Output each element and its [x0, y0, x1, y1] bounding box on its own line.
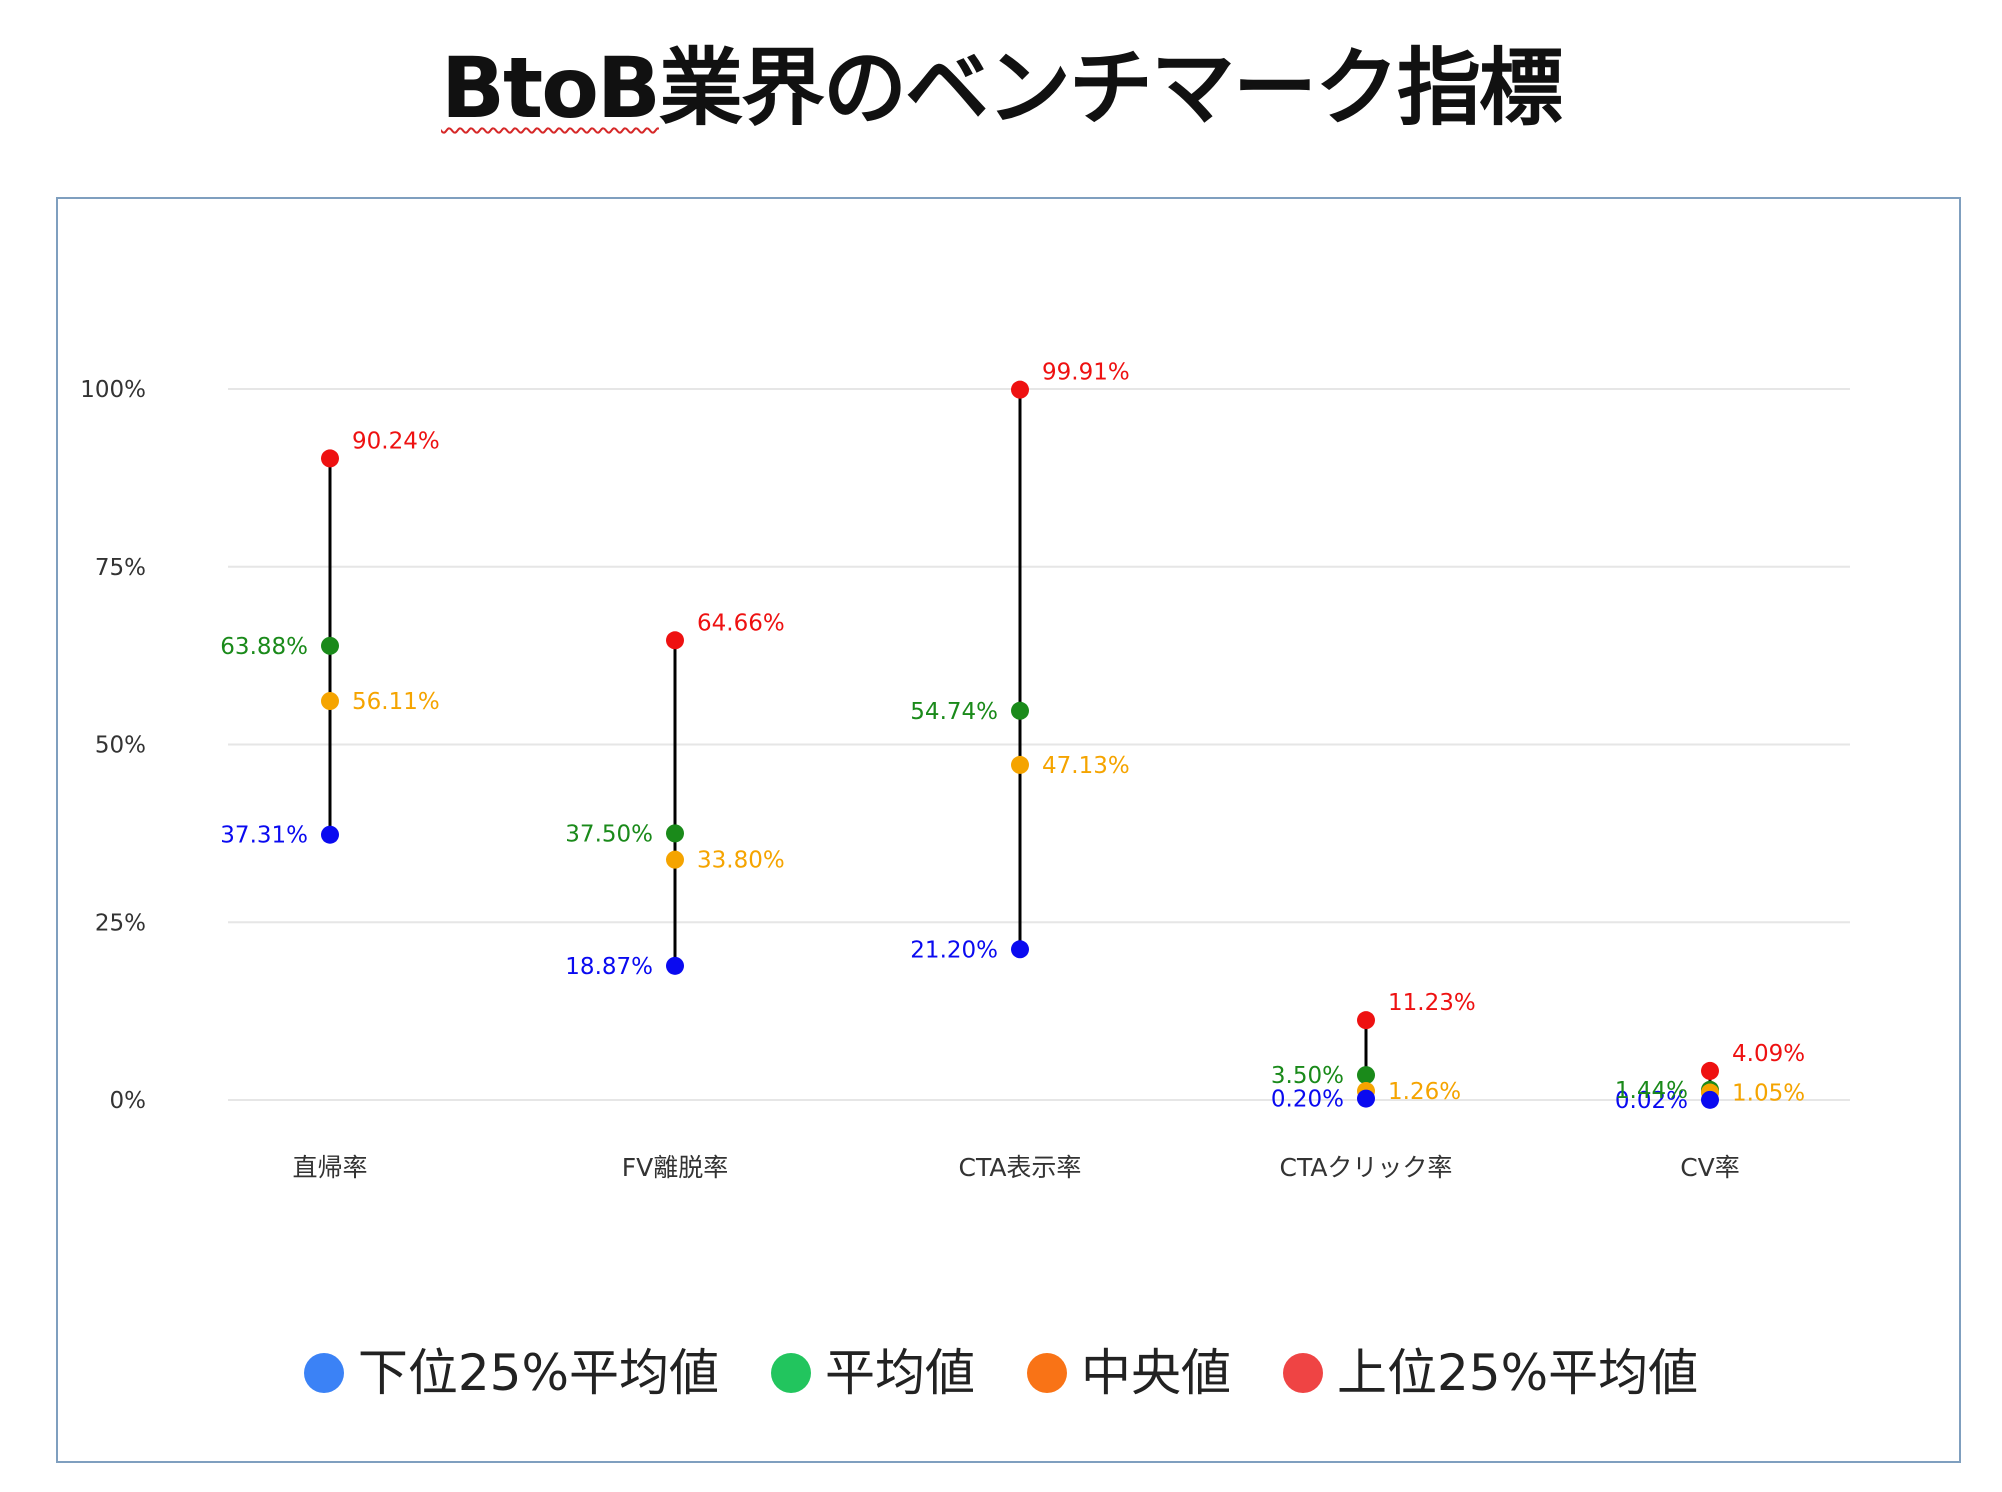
data-label-top25: 64.66% — [697, 610, 785, 636]
data-label-median: 47.13% — [1042, 753, 1130, 779]
title-wrap: BtoB業界のベンチマーク指標 — [0, 42, 2002, 134]
data-label-top25: 99.91% — [1042, 360, 1130, 386]
data-label-average: 37.50% — [565, 821, 653, 847]
point-top25 — [666, 631, 684, 650]
legend-swatch-median — [1027, 1353, 1067, 1393]
y-tick-label: 25% — [95, 910, 146, 936]
data-label-median: 1.05% — [1732, 1081, 1805, 1107]
legend-label-low25: 下位25%平均値 — [357, 1344, 719, 1402]
point-top25 — [1701, 1061, 1719, 1080]
point-average — [1357, 1066, 1375, 1085]
point-low25 — [1357, 1089, 1375, 1108]
x-category-label: CTAクリック率 — [1280, 1153, 1453, 1182]
y-tick-label: 100% — [80, 377, 146, 403]
point-average — [321, 636, 339, 655]
chart-frame — [56, 197, 1961, 1463]
x-category-label: FV離脱率 — [622, 1153, 728, 1182]
legend-swatch-average — [771, 1353, 811, 1393]
data-label-low25: 18.87% — [565, 954, 653, 980]
data-label-top25: 4.09% — [1732, 1041, 1805, 1067]
data-label-top25: 11.23% — [1388, 990, 1476, 1016]
point-average — [1011, 701, 1029, 720]
legend-swatch-low25 — [303, 1353, 344, 1393]
legend-item-average[interactable]: 平均値 — [771, 1348, 975, 1398]
point-top25 — [321, 449, 339, 468]
point-low25 — [1701, 1090, 1719, 1109]
page-title-suffix: 業界のベンチマーク指標 — [658, 39, 1563, 137]
x-category-label: CTA表示率 — [959, 1153, 1082, 1182]
data-label-average: 3.50% — [1271, 1063, 1344, 1089]
y-tick-label: 0% — [110, 1088, 147, 1114]
data-label-median: 1.26% — [1388, 1079, 1461, 1105]
legend-item-low25[interactable]: 下位25%平均値 — [303, 1344, 719, 1402]
point-median — [321, 692, 339, 711]
legend-item-median[interactable]: 中央値 — [1027, 1348, 1231, 1398]
x-category-label: CV率 — [1680, 1153, 1740, 1182]
point-top25 — [1011, 380, 1029, 399]
data-label-low25: 0.20% — [1271, 1087, 1344, 1113]
data-label-average: 54.74% — [910, 699, 998, 725]
data-label-average: 1.44% — [1615, 1078, 1688, 1104]
point-average — [666, 824, 684, 843]
data-label-median: 33.80% — [697, 848, 785, 874]
data-label-low25: 37.31% — [220, 823, 308, 849]
point-low25 — [666, 956, 684, 975]
y-tick-label: 50% — [95, 733, 146, 759]
data-label-low25: 21.20% — [910, 937, 998, 963]
legend-label-top25: 上位25%平均値 — [1337, 1344, 1699, 1402]
legend-label-average: 平均値 — [825, 1344, 975, 1402]
data-label-top25: 90.24% — [352, 428, 440, 454]
page-title: BtoB業界のベンチマーク指標 — [441, 39, 1563, 137]
legend-swatch-top25 — [1283, 1353, 1323, 1393]
data-label-average: 63.88% — [220, 634, 308, 660]
x-category-label: 直帰率 — [292, 1153, 367, 1182]
data-label-median: 56.11% — [352, 689, 440, 715]
legend-item-top25[interactable]: 上位25%平均値 — [1283, 1348, 1698, 1398]
point-median — [1011, 755, 1029, 774]
y-tick-label: 75% — [95, 555, 146, 581]
page-title-prefix: BtoB — [441, 39, 661, 137]
data-label-low25: 0.02% — [1615, 1088, 1688, 1114]
legend: 下位25%平均値 平均値 中央値 上位25%平均値 — [0, 1348, 2002, 1398]
point-low25 — [321, 825, 339, 844]
point-low25 — [1011, 940, 1029, 959]
legend-label-median: 中央値 — [1081, 1344, 1231, 1402]
point-median — [666, 850, 684, 869]
point-top25 — [1357, 1011, 1375, 1030]
